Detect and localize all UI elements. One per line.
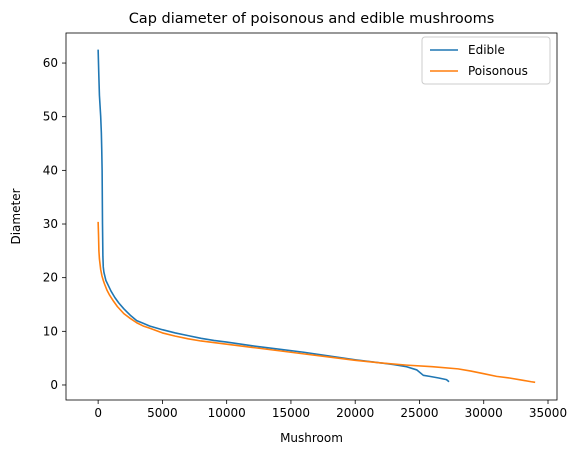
- x-tick-label: 15000: [272, 406, 310, 420]
- y-tick-label: 40: [43, 163, 58, 177]
- y-tick-label: 30: [43, 217, 58, 231]
- y-tick-label: 0: [50, 378, 58, 392]
- series-lines: [97, 49, 536, 384]
- x-axis: 0 5000 10000 15000 20000 25000 30000 35000: [94, 400, 567, 420]
- y-tick-label: 20: [43, 271, 58, 285]
- legend-box: [421, 36, 551, 85]
- y-tick-label: 50: [43, 110, 58, 124]
- series-line-poisonous: [97, 221, 536, 384]
- legend-label-poisonous: Poisonous: [468, 64, 528, 78]
- x-tick-label: 25000: [400, 406, 438, 420]
- legend: Edible Poisonous: [421, 36, 551, 85]
- y-axis: 0 10 20 30 40 50 60: [43, 56, 66, 392]
- legend-label-edible: Edible: [468, 43, 505, 57]
- y-tick-label: 10: [43, 324, 58, 338]
- y-tick-label: 60: [43, 56, 58, 70]
- x-axis-label: Mushroom: [280, 431, 343, 445]
- x-tick-label: 0: [94, 406, 102, 420]
- x-tick-label: 35000: [529, 406, 567, 420]
- x-tick-label: 5000: [147, 406, 178, 420]
- x-tick-label: 20000: [336, 406, 374, 420]
- x-tick-label: 30000: [465, 406, 503, 420]
- plot-frame: [65, 32, 558, 401]
- chart-title: Cap diameter of poisonous and edible mus…: [129, 11, 495, 27]
- x-tick-label: 10000: [208, 406, 246, 420]
- y-axis-label: Diameter: [9, 188, 23, 244]
- series-line-edible: [97, 49, 450, 383]
